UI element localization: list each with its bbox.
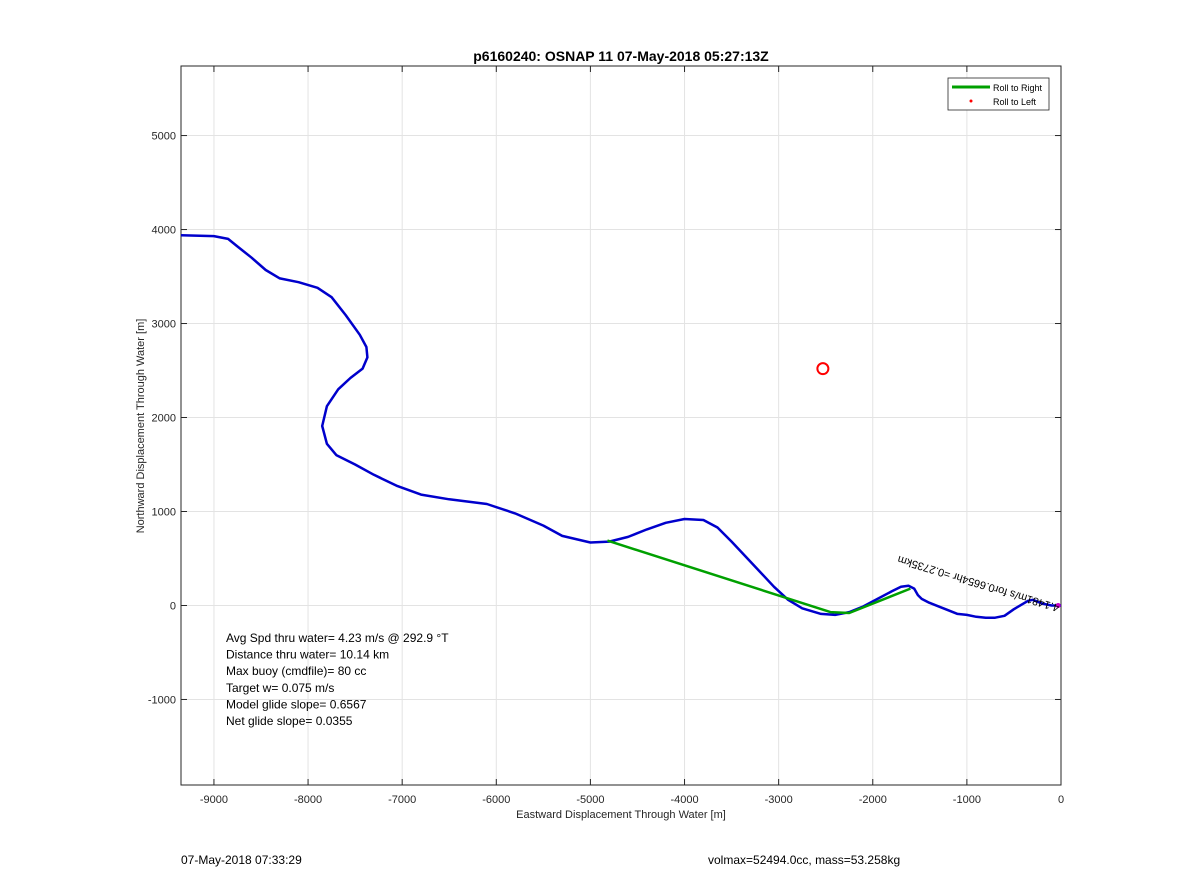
x-tick-label: -1000 xyxy=(953,794,981,806)
stat-line: Net glide slope= 0.0355 xyxy=(226,714,353,728)
segment-label: 4.1481m/s for0.6654hr =0.2735km xyxy=(896,553,1061,614)
target-marker xyxy=(816,362,830,376)
marker-layer xyxy=(816,362,1061,608)
x-tick-label: -3000 xyxy=(765,794,793,806)
x-tick-label: -9000 xyxy=(200,794,228,806)
y-ticks: -1000 0 1000 2000 3000 4000 5000 xyxy=(148,131,1061,706)
endpoint-marker xyxy=(1055,602,1061,608)
x-tick-label: -6000 xyxy=(482,794,510,806)
y-axis-label: Northward Displacement Through Water [m] xyxy=(135,319,147,534)
footer-mass-info: volmax=52494.0cc, mass=53.258kg xyxy=(708,853,900,867)
x-tick-label: -5000 xyxy=(576,794,604,806)
x-tick-label: -4000 xyxy=(670,794,698,806)
stat-line: Model glide slope= 0.6567 xyxy=(226,697,367,711)
x-tick-label: -8000 xyxy=(294,794,322,806)
series-layer xyxy=(180,233,1061,619)
legend: Roll to Right Roll to Left xyxy=(947,77,1050,111)
y-tick-label: 4000 xyxy=(152,225,176,237)
legend-label-roll-left: Roll to Left xyxy=(993,97,1037,107)
stat-line: Max buoy (cmdfile)= 80 cc xyxy=(226,664,366,678)
legend-swatch-roll-left xyxy=(969,99,973,103)
plot-area xyxy=(180,65,1062,786)
stat-line: Distance thru water= 10.14 km xyxy=(226,648,389,662)
x-ticks: -9000 -8000 -7000 -6000 -5000 -4000 -3000 -2000… xyxy=(200,66,1064,806)
y-tick-label: 1000 xyxy=(152,506,176,518)
stat-line: Avg Spd thru water= 4.23 m/s @ 292.9 °T xyxy=(226,631,449,645)
series-line-roll-right xyxy=(607,539,911,615)
y-tick-label: 0 xyxy=(170,600,176,612)
x-axis-label: Eastward Displacement Through Water [m] xyxy=(516,809,726,821)
stats-box: Avg Spd thru water= 4.23 m/s @ 292.9 °T D… xyxy=(226,631,449,728)
legend-label-roll-right: Roll to Right xyxy=(993,83,1043,93)
y-tick-label: -1000 xyxy=(148,694,176,706)
y-tick-label: 2000 xyxy=(152,413,176,425)
y-tick-label: 3000 xyxy=(152,319,176,331)
footer-timestamp: 07-May-2018 07:33:29 xyxy=(181,853,302,867)
legend-box xyxy=(947,77,1050,111)
x-tick-label: -2000 xyxy=(859,794,887,806)
chart-title: p6160240: OSNAP 11 07-May-2018 05:27:13Z xyxy=(473,48,769,64)
y-tick-label: 5000 xyxy=(152,131,176,143)
grid xyxy=(181,66,1062,785)
series-line-trajectory xyxy=(180,233,1061,619)
x-tick-label: 0 xyxy=(1058,794,1064,806)
x-tick-label: -7000 xyxy=(388,794,416,806)
stat-line: Target w= 0.075 m/s xyxy=(226,681,334,695)
